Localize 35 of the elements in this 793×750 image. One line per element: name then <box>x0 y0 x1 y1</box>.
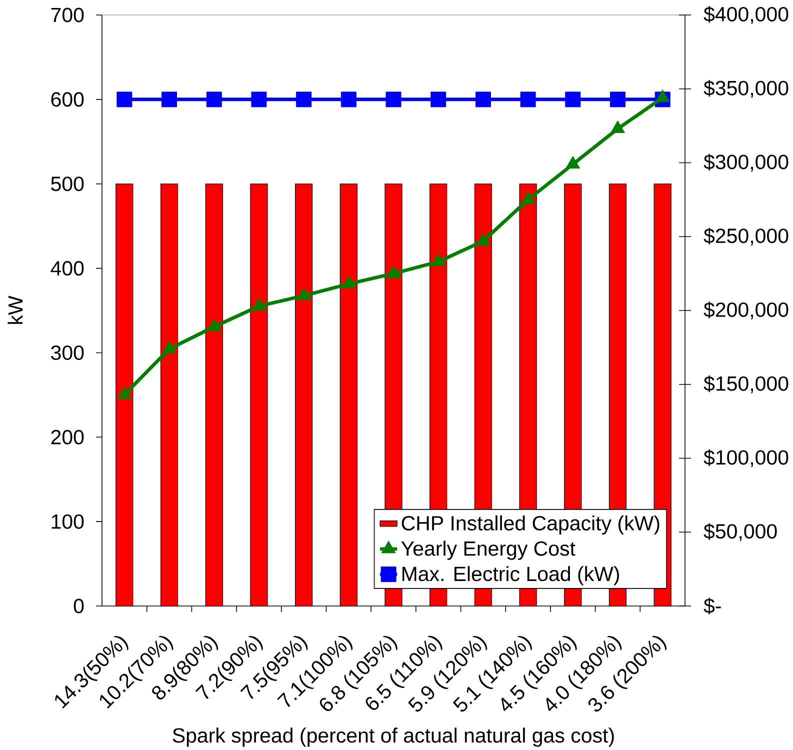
y-axis-title: kW <box>8 296 23 324</box>
y2-tick-label: $100,000 <box>704 449 788 468</box>
point <box>252 298 266 310</box>
y2-tick-label: $250,000 <box>704 228 788 246</box>
point <box>162 340 176 354</box>
y-tick-label: 100 <box>52 514 84 529</box>
legend-label: Yearly Energy Cost <box>401 540 576 560</box>
y2-tick-label: $350,000 <box>704 80 788 98</box>
legend-label: Max. Electric Load (kW) <box>402 566 619 586</box>
y2-tick-label: $300,000 <box>704 154 788 172</box>
y-tick-label: 0 <box>74 598 84 614</box>
x-axis-title: Spark spread (percent of actual natural gas cost) <box>172 728 614 747</box>
point <box>206 318 222 331</box>
y2-tick-label: $150,000 <box>704 375 788 394</box>
point <box>296 287 311 300</box>
y-tick-label: 700 <box>51 8 84 22</box>
point <box>566 156 580 168</box>
y2-tick-label: $- <box>704 598 721 614</box>
y2-tick-label: $50,000 <box>704 523 777 541</box>
point <box>655 89 670 102</box>
y-tick-label: 600 <box>51 92 84 107</box>
y-tick-label: 400 <box>50 261 84 276</box>
point <box>386 265 401 278</box>
point <box>610 120 625 133</box>
y2-tick-label: $200,000 <box>704 302 788 320</box>
point <box>117 386 132 399</box>
y2-tick-label: $400,000 <box>704 6 788 24</box>
y-tick-label: 200 <box>51 430 84 444</box>
y-tick-label: 300 <box>51 345 84 360</box>
y-tick-label: 500 <box>51 176 84 192</box>
legend-label: CHP Installed Capacity (kW) <box>402 515 660 535</box>
point <box>341 276 356 288</box>
point <box>520 191 536 204</box>
point <box>431 253 446 266</box>
point <box>476 232 490 246</box>
